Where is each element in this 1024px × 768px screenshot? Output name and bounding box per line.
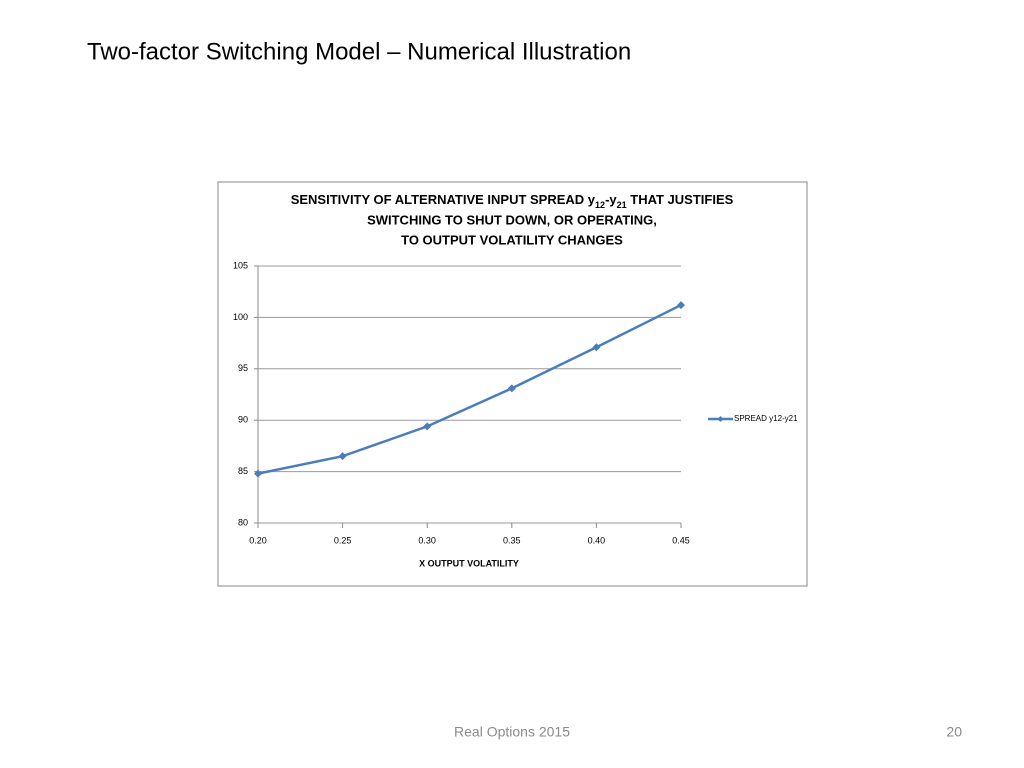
title-subscript: 21 (617, 200, 627, 210)
data-line (257, 303, 682, 475)
data-point (507, 384, 516, 393)
x-tick-label: 0.40 (588, 535, 606, 545)
chart-title: SENSITIVITY OF ALTERNATIVE INPUT SPREAD … (291, 192, 734, 210)
slide-title: Two-factor Switching Model – Numerical I… (87, 38, 631, 65)
y-tick-label: 80 (238, 517, 248, 527)
y-tick-label: 100 (233, 312, 248, 322)
y-tick-label: 95 (238, 363, 248, 373)
legend-label: SPREAD y12-y21 (734, 414, 798, 423)
x-tick-label: 0.25 (334, 535, 352, 545)
x-axis-label: X OUTPUT VOLATILITY (419, 558, 519, 568)
chart-title: SWITCHING TO SHUT DOWN, OR OPERATING, (367, 212, 657, 227)
data-point (677, 301, 685, 310)
x-tick-label: 0.45 (672, 535, 690, 545)
chart-frame (217, 181, 808, 587)
y-tick-label: 85 (238, 466, 248, 476)
page-number: 20 (946, 724, 962, 740)
x-tick-label: 0.30 (418, 535, 436, 545)
title-subscript: 12 (595, 200, 605, 210)
data-point (423, 422, 432, 431)
chart-title: TO OUTPUT VOLATILITY CHANGES (401, 232, 623, 247)
x-tick-label: 0.35 (503, 535, 521, 545)
legend-marker (717, 416, 724, 422)
y-tick-label: 105 (233, 260, 248, 270)
footer: Real Options 2015 (454, 724, 570, 740)
data-point (592, 343, 601, 352)
title-part: THAT JUSTIFIES (627, 192, 734, 207)
title-part: SENSITIVITY OF ALTERNATIVE INPUT SPREAD … (291, 192, 596, 207)
data-point (254, 469, 262, 478)
title-part: -y (605, 192, 617, 207)
x-tick-label: 0.20 (249, 535, 267, 545)
data-point (338, 452, 347, 461)
y-tick-label: 90 (238, 415, 248, 425)
